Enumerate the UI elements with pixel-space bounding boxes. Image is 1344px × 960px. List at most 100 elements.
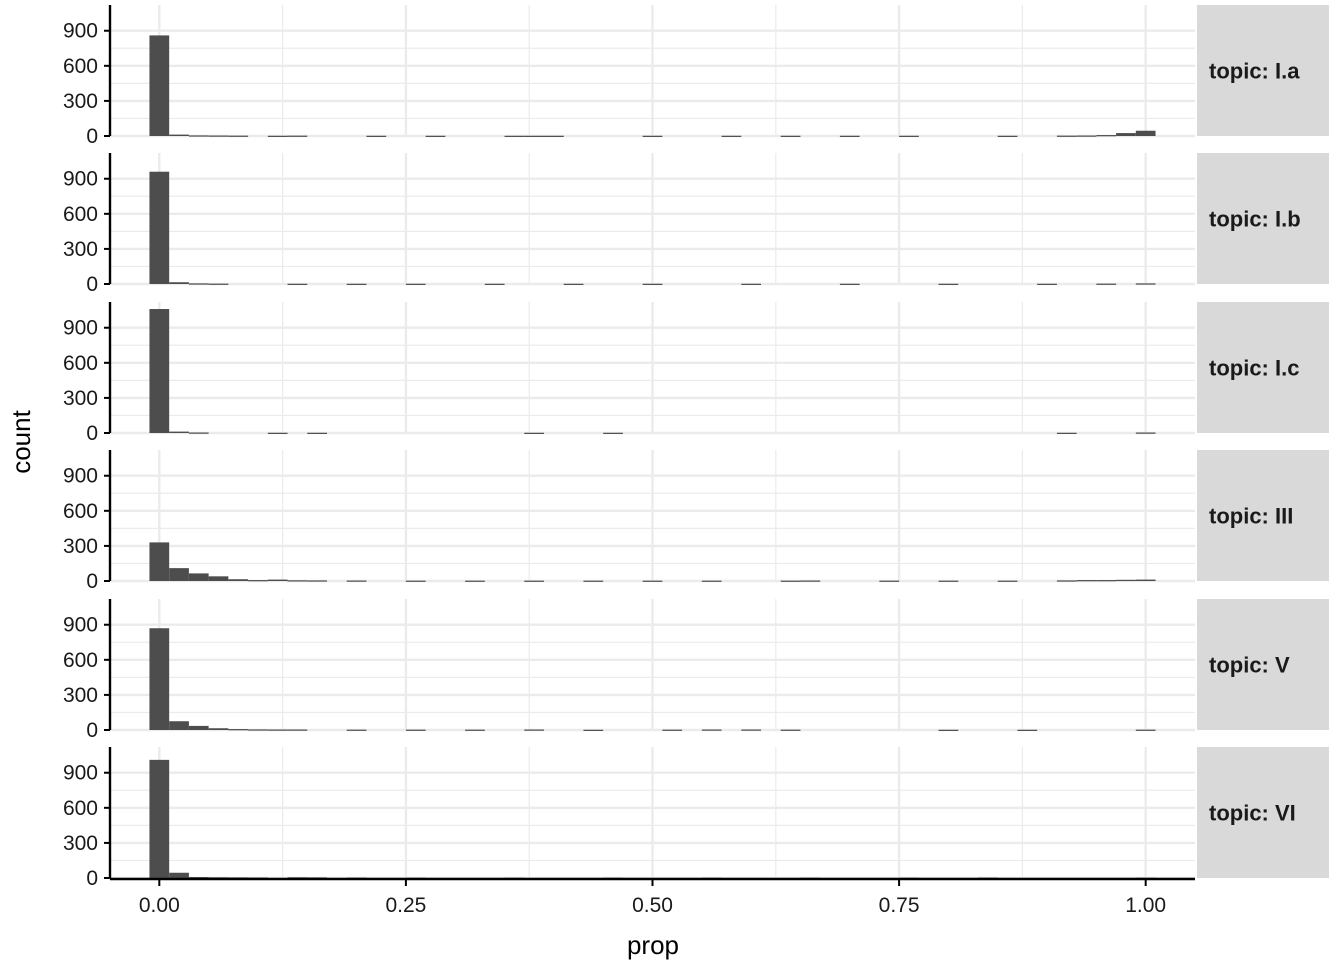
y-tick-label: 0 bbox=[86, 273, 98, 296]
histogram-bar bbox=[188, 432, 209, 434]
histogram-bar bbox=[228, 729, 249, 731]
histogram-bar bbox=[208, 283, 229, 285]
histogram-bar bbox=[524, 729, 544, 731]
y-tick-label: 0 bbox=[86, 125, 98, 148]
histogram-bar bbox=[780, 729, 801, 731]
facet-panel: 0 300 600 900 topic: V bbox=[63, 599, 1329, 742]
histogram-bar bbox=[938, 580, 959, 582]
histogram-bar bbox=[1056, 135, 1077, 137]
y-tick-label: 300 bbox=[63, 238, 98, 261]
facet-panels: 0 300 600 900 topic: I.a 0 300 600 900 topic: I.b… bbox=[63, 5, 1329, 890]
histogram-bar bbox=[780, 135, 801, 137]
x-axis-title: prop bbox=[627, 930, 679, 960]
y-tick-label: 900 bbox=[63, 614, 98, 637]
facet-strip-label: topic: I.c bbox=[1209, 356, 1299, 381]
histogram-bar bbox=[780, 580, 801, 582]
histogram-bar bbox=[169, 872, 189, 878]
histogram-bar bbox=[1135, 729, 1156, 731]
histogram-bar bbox=[149, 759, 170, 878]
histogram-bar bbox=[1135, 283, 1156, 285]
y-tick-label: 900 bbox=[63, 762, 98, 785]
histogram-bar bbox=[741, 729, 761, 731]
histogram-bar bbox=[149, 542, 170, 581]
histogram-bar bbox=[208, 576, 229, 581]
y-tick-label: 900 bbox=[63, 168, 98, 191]
histogram-bar bbox=[642, 580, 663, 582]
histogram-bar bbox=[149, 628, 170, 730]
y-tick-label: 600 bbox=[63, 797, 98, 820]
y-tick-label: 900 bbox=[63, 317, 98, 340]
histogram-bar bbox=[169, 134, 189, 136]
facet-strip-label: topic: V bbox=[1209, 653, 1290, 678]
histogram-bar bbox=[484, 283, 505, 285]
histogram-bar bbox=[267, 135, 288, 137]
facet-panel: 0 300 600 900 topic: VI bbox=[63, 747, 1329, 890]
histogram-bar bbox=[405, 283, 426, 285]
histogram-bar bbox=[1096, 580, 1117, 582]
histogram-bar bbox=[208, 728, 229, 730]
histogram-bar bbox=[425, 135, 446, 137]
x-axis: 0.00 0.25 0.50 0.75 1.00 bbox=[110, 877, 1195, 917]
histogram-bar bbox=[1135, 579, 1156, 581]
facet-strip-label: topic: I.b bbox=[1209, 207, 1301, 232]
x-tick-label: 1.00 bbox=[1125, 894, 1166, 917]
histogram-bar bbox=[997, 580, 1018, 582]
histogram-bar bbox=[1076, 580, 1097, 582]
y-tick-label: 600 bbox=[63, 352, 98, 375]
histogram-bar bbox=[248, 580, 268, 582]
histogram-bar bbox=[188, 573, 209, 581]
x-tick-label: 0.25 bbox=[385, 894, 426, 917]
histogram-bar bbox=[563, 283, 584, 285]
histogram-bar bbox=[583, 580, 604, 582]
facet-strip bbox=[1197, 450, 1329, 581]
y-tick-label: 600 bbox=[63, 55, 98, 78]
histogram-bar bbox=[465, 580, 485, 582]
histogram-bar bbox=[169, 568, 189, 581]
histogram-bar bbox=[662, 729, 683, 731]
histogram-bar bbox=[248, 729, 268, 731]
histogram-bar bbox=[701, 580, 722, 582]
facet-strip-label: topic: III bbox=[1209, 504, 1293, 529]
y-tick-label: 0 bbox=[86, 422, 98, 445]
facet-panel: 0 300 600 900 topic: I.a bbox=[63, 5, 1329, 148]
histogram-bar bbox=[504, 135, 525, 137]
histogram-bar bbox=[879, 580, 900, 582]
histogram-bar bbox=[1116, 133, 1136, 136]
histogram-bar bbox=[1017, 729, 1038, 731]
histogram-bar bbox=[839, 135, 860, 137]
y-tick-label: 0 bbox=[86, 867, 98, 890]
histogram-bar bbox=[149, 171, 170, 284]
histogram-bar bbox=[366, 135, 387, 137]
histogram-bar bbox=[169, 431, 189, 433]
histogram-bar bbox=[267, 432, 288, 434]
histogram-bar bbox=[1096, 135, 1117, 137]
histogram-bar bbox=[701, 729, 722, 731]
histogram-bar bbox=[267, 579, 288, 581]
facet-strip bbox=[1197, 747, 1329, 878]
histogram-bar bbox=[169, 282, 189, 284]
x-tick-label: 0.50 bbox=[632, 894, 673, 917]
facet-strip bbox=[1197, 302, 1329, 433]
histogram-bar bbox=[800, 580, 821, 582]
y-axis-title: count bbox=[6, 409, 36, 473]
histogram-bar bbox=[307, 432, 327, 434]
histogram-bar bbox=[346, 580, 367, 582]
y-tick-label: 900 bbox=[63, 20, 98, 43]
facet-strip bbox=[1197, 153, 1329, 284]
histogram-bar bbox=[524, 580, 544, 582]
histogram-bar bbox=[188, 877, 209, 879]
x-tick-label: 0.75 bbox=[879, 894, 920, 917]
facet-panel: 0 300 600 900 topic: III bbox=[63, 450, 1329, 593]
histogram-bar bbox=[208, 135, 229, 137]
facet-panel: 0 300 600 900 topic: I.c bbox=[63, 302, 1329, 445]
histogram-bar bbox=[228, 579, 249, 581]
histogram-bar bbox=[287, 729, 308, 731]
y-tick-label: 600 bbox=[63, 500, 98, 523]
histogram-bar bbox=[405, 729, 426, 731]
facet-strip bbox=[1197, 5, 1329, 136]
histogram-bar bbox=[465, 729, 485, 731]
histogram-bar bbox=[839, 283, 860, 285]
histogram-bar bbox=[583, 729, 604, 731]
histogram-bar bbox=[149, 35, 170, 136]
